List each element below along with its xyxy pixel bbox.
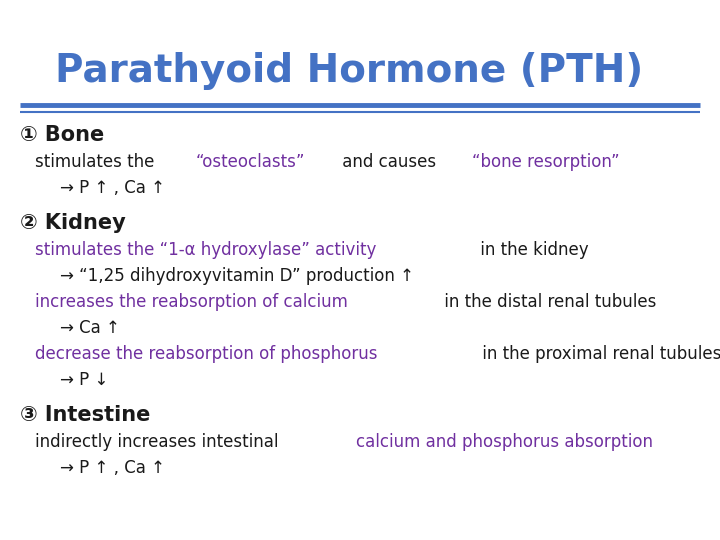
Text: and causes: and causes (337, 153, 441, 171)
Text: → P ↑ , Ca ↑: → P ↑ , Ca ↑ (60, 459, 165, 477)
Text: calcium and phosphorus absorption: calcium and phosphorus absorption (356, 433, 653, 451)
Text: stimulates the “1-α hydroxylase” activity: stimulates the “1-α hydroxylase” activit… (35, 241, 377, 259)
Text: → P ↑ , Ca ↑: → P ↑ , Ca ↑ (60, 179, 165, 197)
Text: stimulates the: stimulates the (35, 153, 160, 171)
Text: → Ca ↑: → Ca ↑ (60, 319, 120, 337)
Text: “bone resorption”: “bone resorption” (472, 153, 619, 171)
Text: → P ↓: → P ↓ (60, 371, 109, 389)
Text: in the proximal renal tubules: in the proximal renal tubules (477, 345, 720, 363)
Text: in the distal renal tubules: in the distal renal tubules (438, 293, 656, 311)
Text: Parathyoid Hormone (PTH): Parathyoid Hormone (PTH) (55, 52, 643, 90)
Text: ② Kidney: ② Kidney (20, 213, 126, 233)
Text: increases the reabsorption of calcium: increases the reabsorption of calcium (35, 293, 348, 311)
Text: decrease the reabsorption of phosphorus: decrease the reabsorption of phosphorus (35, 345, 377, 363)
Text: ③ Intestine: ③ Intestine (20, 405, 150, 425)
Text: → “1,25 dihydroxyvitamin D” production ↑: → “1,25 dihydroxyvitamin D” production ↑ (60, 267, 414, 285)
Text: in the kidney: in the kidney (475, 241, 589, 259)
Text: ① Bone: ① Bone (20, 125, 104, 145)
Text: indirectly increases intestinal: indirectly increases intestinal (35, 433, 284, 451)
Text: “osteoclasts”: “osteoclasts” (196, 153, 305, 171)
